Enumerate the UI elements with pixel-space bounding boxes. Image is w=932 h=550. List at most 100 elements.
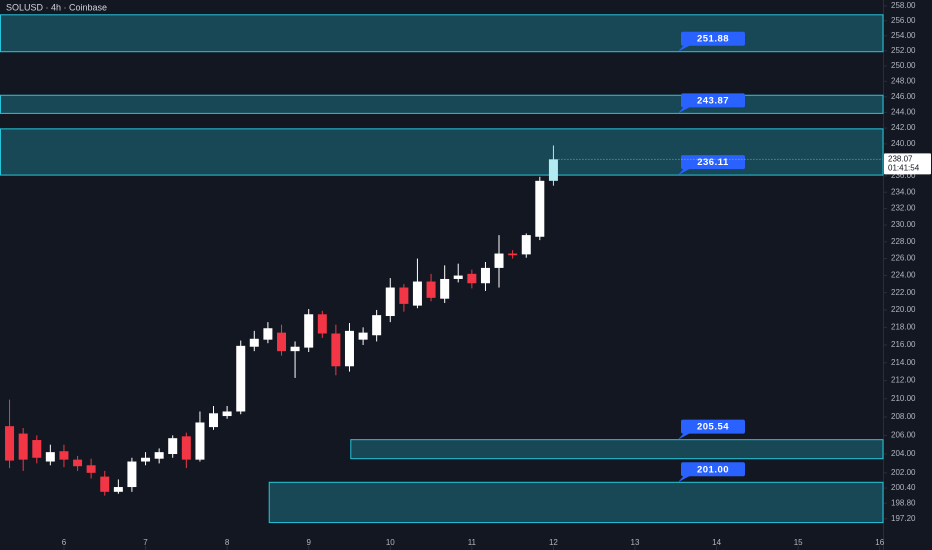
candle-body <box>59 451 69 460</box>
countdown-label: 01:41:54 <box>888 163 920 172</box>
candle-body <box>141 457 151 462</box>
zone <box>0 14 884 53</box>
y-tick-label: 250.00 <box>891 61 916 70</box>
y-tick-label: 208.00 <box>891 412 916 421</box>
zone-callout <box>681 462 745 477</box>
y-tick-label: 258.00 <box>891 1 916 10</box>
candle-body <box>168 438 178 455</box>
y-tick-label: 256.00 <box>891 16 916 25</box>
zone-label: 201.00 <box>697 464 729 475</box>
y-tick-label: 248.00 <box>891 76 916 85</box>
x-tick-label: 16 <box>875 538 884 547</box>
zone <box>0 94 884 114</box>
x-tick-label: 12 <box>549 538 558 547</box>
zone-label: 236.11 <box>697 157 729 168</box>
candle-body <box>548 159 558 181</box>
zone <box>350 439 884 460</box>
y-tick-label: 212.00 <box>891 376 916 385</box>
candle-body <box>45 452 55 462</box>
zone <box>268 481 884 524</box>
candle-body <box>236 345 246 412</box>
y-tick-label: 210.00 <box>891 394 916 403</box>
candle-body <box>440 278 450 299</box>
candle-body <box>208 413 218 428</box>
candle-body <box>385 287 395 317</box>
candle-body <box>222 411 232 417</box>
y-tick-label: 226.00 <box>891 254 916 263</box>
y-tick-label: 228.00 <box>891 237 916 246</box>
candle-body <box>344 330 354 367</box>
candle-body <box>86 465 96 473</box>
last-price-tag <box>884 153 931 175</box>
y-tick-label: 252.00 <box>891 46 916 55</box>
y-tick-label: 220.00 <box>891 305 916 314</box>
candle-body <box>249 338 259 347</box>
zone-callout <box>681 31 745 46</box>
zone-callout <box>681 155 745 170</box>
x-tick-label: 10 <box>386 538 395 547</box>
candle-body <box>195 422 205 460</box>
candle-body <box>508 253 518 256</box>
candle-body <box>73 459 83 467</box>
y-tick-label: 242.00 <box>891 123 916 132</box>
x-tick-label: 7 <box>143 538 148 547</box>
y-tick-label: 254.00 <box>891 31 916 40</box>
y-tick-label: 218.00 <box>891 322 916 331</box>
candle-body <box>399 287 409 304</box>
y-tick-label: 246.00 <box>891 92 916 101</box>
candle-body <box>412 281 422 306</box>
candle-body <box>127 461 137 488</box>
y-tick-label: 244.00 <box>891 107 916 116</box>
y-tick-label: 240.00 <box>891 139 916 148</box>
candle-body <box>32 440 42 458</box>
zone-callout <box>681 419 745 434</box>
y-tick-label: 216.00 <box>891 340 916 349</box>
candle-body <box>494 253 504 268</box>
candle-body <box>331 333 341 367</box>
zone-label: 251.88 <box>697 34 729 45</box>
candle-body <box>18 433 28 460</box>
candle-body <box>426 281 436 298</box>
y-tick-label: 224.00 <box>891 271 916 280</box>
candle-body <box>100 476 110 492</box>
x-tick-label: 13 <box>631 538 640 547</box>
x-tick-label: 15 <box>794 538 803 547</box>
candle-body <box>304 314 314 348</box>
candle-body <box>467 273 477 284</box>
candle-body <box>317 314 327 334</box>
zone <box>0 128 884 176</box>
y-tick-label: 206.00 <box>891 431 916 440</box>
x-tick-label: 14 <box>712 538 721 547</box>
x-tick-label: 8 <box>225 538 230 547</box>
y-tick-label: 197.20 <box>891 514 916 523</box>
candle-body <box>263 328 273 340</box>
zone-label: 243.87 <box>697 95 729 106</box>
candle-body <box>480 267 490 284</box>
zone-label: 205.54 <box>697 422 729 433</box>
y-tick-label: 198.80 <box>891 498 916 507</box>
x-tick-label: 9 <box>306 538 311 547</box>
x-tick-label: 11 <box>468 538 477 547</box>
candle-body <box>453 275 463 279</box>
y-tick-label: 232.00 <box>891 204 916 213</box>
y-tick-label: 202.00 <box>891 468 916 477</box>
y-tick-label: 234.00 <box>891 187 916 196</box>
y-tick-label: 200.40 <box>891 483 916 492</box>
x-tick-label: 6 <box>62 538 67 547</box>
candle-body <box>358 332 368 340</box>
candle-body <box>535 180 545 237</box>
candle-body <box>290 346 300 352</box>
candle-body <box>154 452 164 459</box>
y-tick-label: 222.00 <box>891 288 916 297</box>
candle-body <box>181 436 191 460</box>
y-tick-label: 230.00 <box>891 220 916 229</box>
candle-body <box>521 235 531 255</box>
last-price-label: 238.07 <box>888 154 913 163</box>
candle-body <box>113 487 123 492</box>
y-tick-label: 214.00 <box>891 358 916 367</box>
chart-title: SOLUSD · 4h · Coinbase <box>6 2 107 12</box>
y-tick-label: 236.00 <box>891 171 916 180</box>
candle-body <box>5 426 15 461</box>
